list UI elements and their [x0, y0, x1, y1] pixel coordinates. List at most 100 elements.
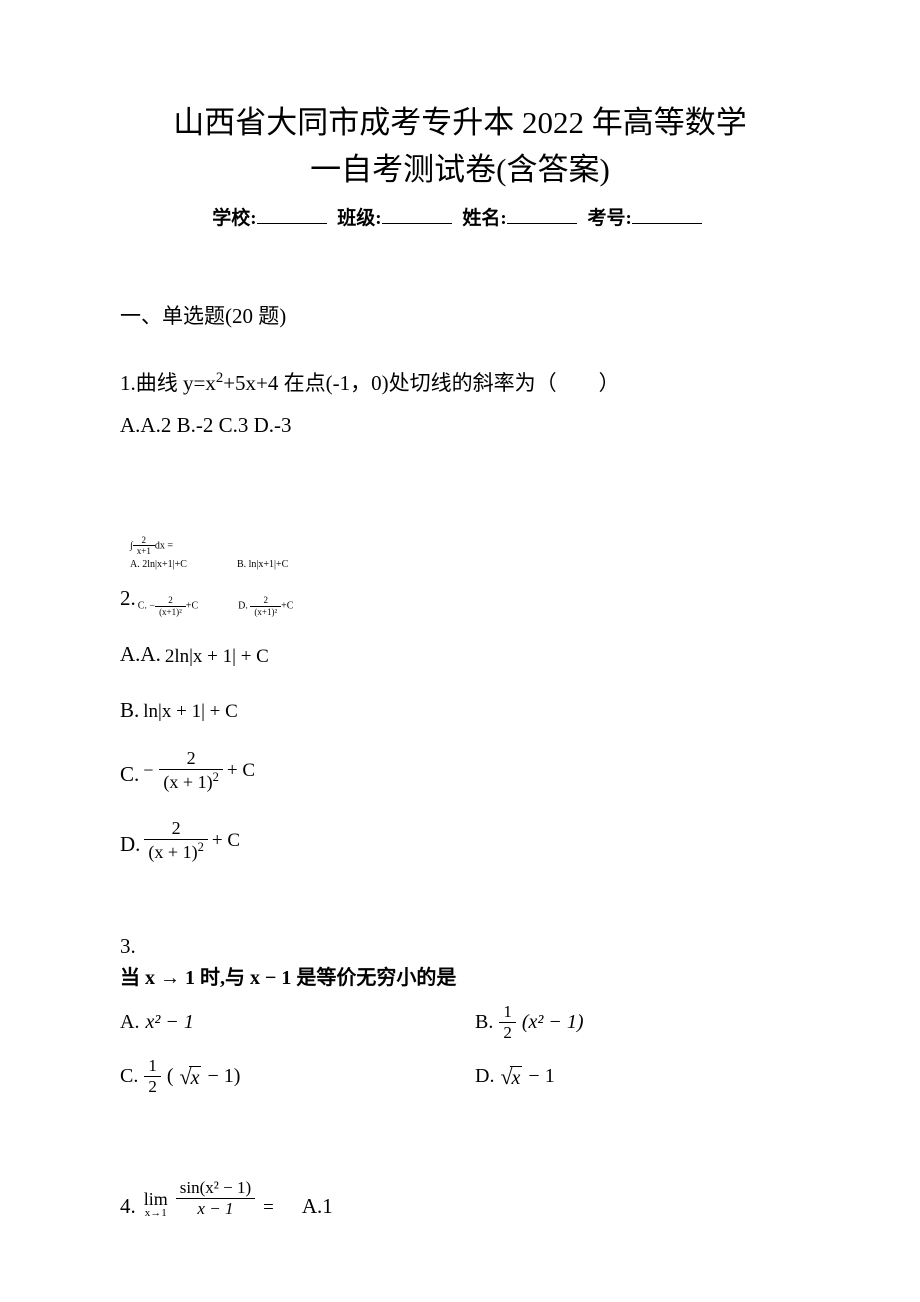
q2-optC-num: 2	[159, 748, 222, 771]
section-1-heading: 一、单选题(20 题)	[120, 300, 800, 330]
q3-optC-open: (	[167, 1065, 174, 1088]
q1-options: A.A.2 B.-2 C.3 D.-3	[120, 407, 800, 445]
school-blank	[257, 205, 327, 224]
q2-small-optD-tail: +C	[281, 601, 293, 612]
q2-small-frac: 2x+1	[133, 535, 155, 558]
q2-optD-tail: + C	[212, 824, 240, 858]
q2-optD-num: 2	[144, 818, 207, 841]
examno-label: 考号:	[587, 203, 631, 230]
q3-optB-frac: 1 2	[499, 1002, 516, 1044]
q3-optC-num: 1	[144, 1056, 161, 1077]
q2-option-A: A.A. 2ln|x + 1| + C	[120, 636, 800, 674]
q4-number: 4.	[120, 1194, 136, 1219]
name-label: 姓名:	[462, 203, 506, 230]
q2-small-optD-den: (x+1)²	[250, 607, 281, 618]
q2-small-optD-num: 2	[250, 595, 281, 607]
q2-small-optD-label: D.	[238, 601, 248, 612]
q2-optB-label: B.	[120, 692, 139, 730]
q2-optC-den-exp: 2	[213, 770, 219, 784]
q2-small-optC: C. −2(x+1)²+C	[138, 595, 198, 618]
q2-small-row-1: A. 2ln|x+1|+C B. ln|x+1|+C	[130, 557, 800, 572]
q2-small-optC-tail: +C	[186, 601, 198, 612]
name-blank	[507, 205, 577, 224]
class-blank	[382, 205, 452, 224]
q2-small-row-2: C. −2(x+1)²+C D. 2(x+1)²+C	[138, 595, 294, 618]
q3-optC-sqrt: √x	[180, 1064, 202, 1090]
question-2: ∫2x+1dx = A. 2ln|x+1|+C B. ln|x+1|+C 2. …	[120, 535, 800, 864]
q1-text: 1.曲线 y=x2+5x+4 在点(-1，0)处切线的斜率为（ ）	[120, 365, 800, 403]
title-line-2: 一自考测试卷(含答案)	[120, 147, 800, 194]
question-1: 1.曲线 y=x2+5x+4 在点(-1，0)处切线的斜率为（ ） A.A.2 …	[120, 365, 800, 445]
q3-optC-close: − 1)	[207, 1065, 240, 1088]
q3-number: 3.	[120, 934, 800, 959]
class-label: 班级:	[337, 203, 381, 230]
q2-optC-den: (x + 1)	[163, 772, 212, 792]
q2-optD-den: (x + 1)	[148, 842, 197, 862]
q2-small-optC-frac: 2(x+1)²	[155, 595, 186, 618]
school-label: 学校:	[212, 203, 256, 230]
q2-optC-label: C.	[120, 756, 139, 794]
q2-small-optC-num: 2	[155, 595, 186, 607]
q2-small-optD: D. 2(x+1)²+C	[238, 595, 293, 618]
q2-optC-frac: 2 (x + 1)2	[159, 748, 222, 794]
q4-lim-sub: x→1	[145, 1208, 167, 1219]
q2-optD-den-wrap: (x + 1)2	[144, 840, 207, 864]
q2-number-row: 2. C. −2(x+1)²+C D. 2(x+1)²+C	[120, 580, 800, 618]
q3-optB-expr: (x² − 1)	[522, 1011, 584, 1034]
q2-optA-label: A.A.	[120, 636, 161, 674]
q2-optD-frac: 2 (x + 1)2	[144, 818, 207, 864]
q2-small-optC-den: (x+1)²	[155, 607, 186, 618]
title-line-1: 山西省大同市成考专升本 2022 年高等数学	[120, 100, 800, 147]
q4-frac-num: sin(x² − 1)	[176, 1178, 255, 1199]
q2-optA-expr: 2ln|x + 1| + C	[165, 640, 269, 674]
q3-optC-frac: 1 2	[144, 1056, 161, 1098]
q2-option-B: B. ln|x + 1| + C	[120, 692, 800, 730]
q3-optC-sqrt-arg: x	[189, 1066, 202, 1089]
q1-mid: +5x+4 在点(-1，0)处切线的斜率为（ ）	[223, 371, 619, 395]
q4-lim: lim x→1	[144, 1190, 168, 1219]
q3-optD-sqrt-arg: x	[510, 1066, 523, 1089]
q2-option-C: C. − 2 (x + 1)2 + C	[120, 748, 800, 794]
q2-optD-den-exp: 2	[198, 840, 204, 854]
q3-text: 当 x → 1 时,与 x − 1 是等价无穷小的是	[120, 961, 800, 990]
question-4: 4. lim x→1 sin(x² − 1) x − 1 = A.1	[120, 1178, 800, 1220]
q4-option-A: A.1	[302, 1194, 333, 1219]
q1-prefix: 1.曲线 y=x	[120, 371, 216, 395]
q2-optB-expr: ln|x + 1| + C	[143, 695, 238, 729]
q3-option-A: A. x² − 1	[120, 1002, 445, 1044]
q2-small-integral-line: ∫2x+1dx =	[130, 535, 800, 558]
q2-small-num: 2	[133, 535, 155, 547]
q2-number: 2.	[120, 580, 136, 618]
q2-small-optA: A. 2ln|x+1|+C	[130, 557, 187, 572]
q2-small-problem: ∫2x+1dx = A. 2ln|x+1|+C B. ln|x+1|+C	[130, 535, 800, 573]
q2-option-D: D. 2 (x + 1)2 + C	[120, 818, 800, 864]
examno-blank	[632, 205, 702, 224]
q2-optC-tail: + C	[227, 754, 255, 788]
q3-optB-label: B.	[475, 1011, 493, 1034]
q3-optA-label: A.	[120, 1011, 139, 1034]
q2-small-dx: dx =	[155, 540, 173, 551]
q3-optC-den: 2	[144, 1077, 161, 1097]
q3-optD-label: D.	[475, 1065, 494, 1088]
q3-optD-tail: − 1	[528, 1065, 554, 1088]
q3-optB-num: 1	[499, 1002, 516, 1023]
q3-optC-label: C.	[120, 1065, 138, 1088]
q4-frac: sin(x² − 1) x − 1	[176, 1178, 255, 1220]
q2-small-den: x+1	[133, 546, 155, 557]
q3-option-D: D. √x − 1	[475, 1056, 800, 1098]
q2-optD-label: D.	[120, 826, 140, 864]
q2-optC-sign: −	[143, 754, 153, 786]
q3-optD-sqrt: √x	[500, 1064, 522, 1090]
document-title: 山西省大同市成考专升本 2022 年高等数学 一自考测试卷(含答案)	[120, 100, 800, 193]
q2-optC-den-wrap: (x + 1)2	[159, 770, 222, 794]
q4-frac-den: x − 1	[176, 1199, 255, 1219]
q2-small-optC-label: C.	[138, 601, 147, 612]
q4-lim-word: lim	[144, 1190, 168, 1208]
q3-option-C: C. 1 2 ( √x − 1)	[120, 1056, 445, 1098]
q3-options-grid: A. x² − 1 B. 1 2 (x² − 1) C. 1 2 ( √x − …	[120, 1002, 800, 1098]
q4-equals: =	[263, 1197, 274, 1219]
q2-small-optD-frac: 2(x+1)²	[250, 595, 281, 618]
q3-optB-den: 2	[499, 1023, 516, 1043]
student-info-form: 学校: 班级: 姓名: 考号:	[120, 203, 800, 230]
q2-small-optB: B. ln|x+1|+C	[237, 557, 288, 572]
